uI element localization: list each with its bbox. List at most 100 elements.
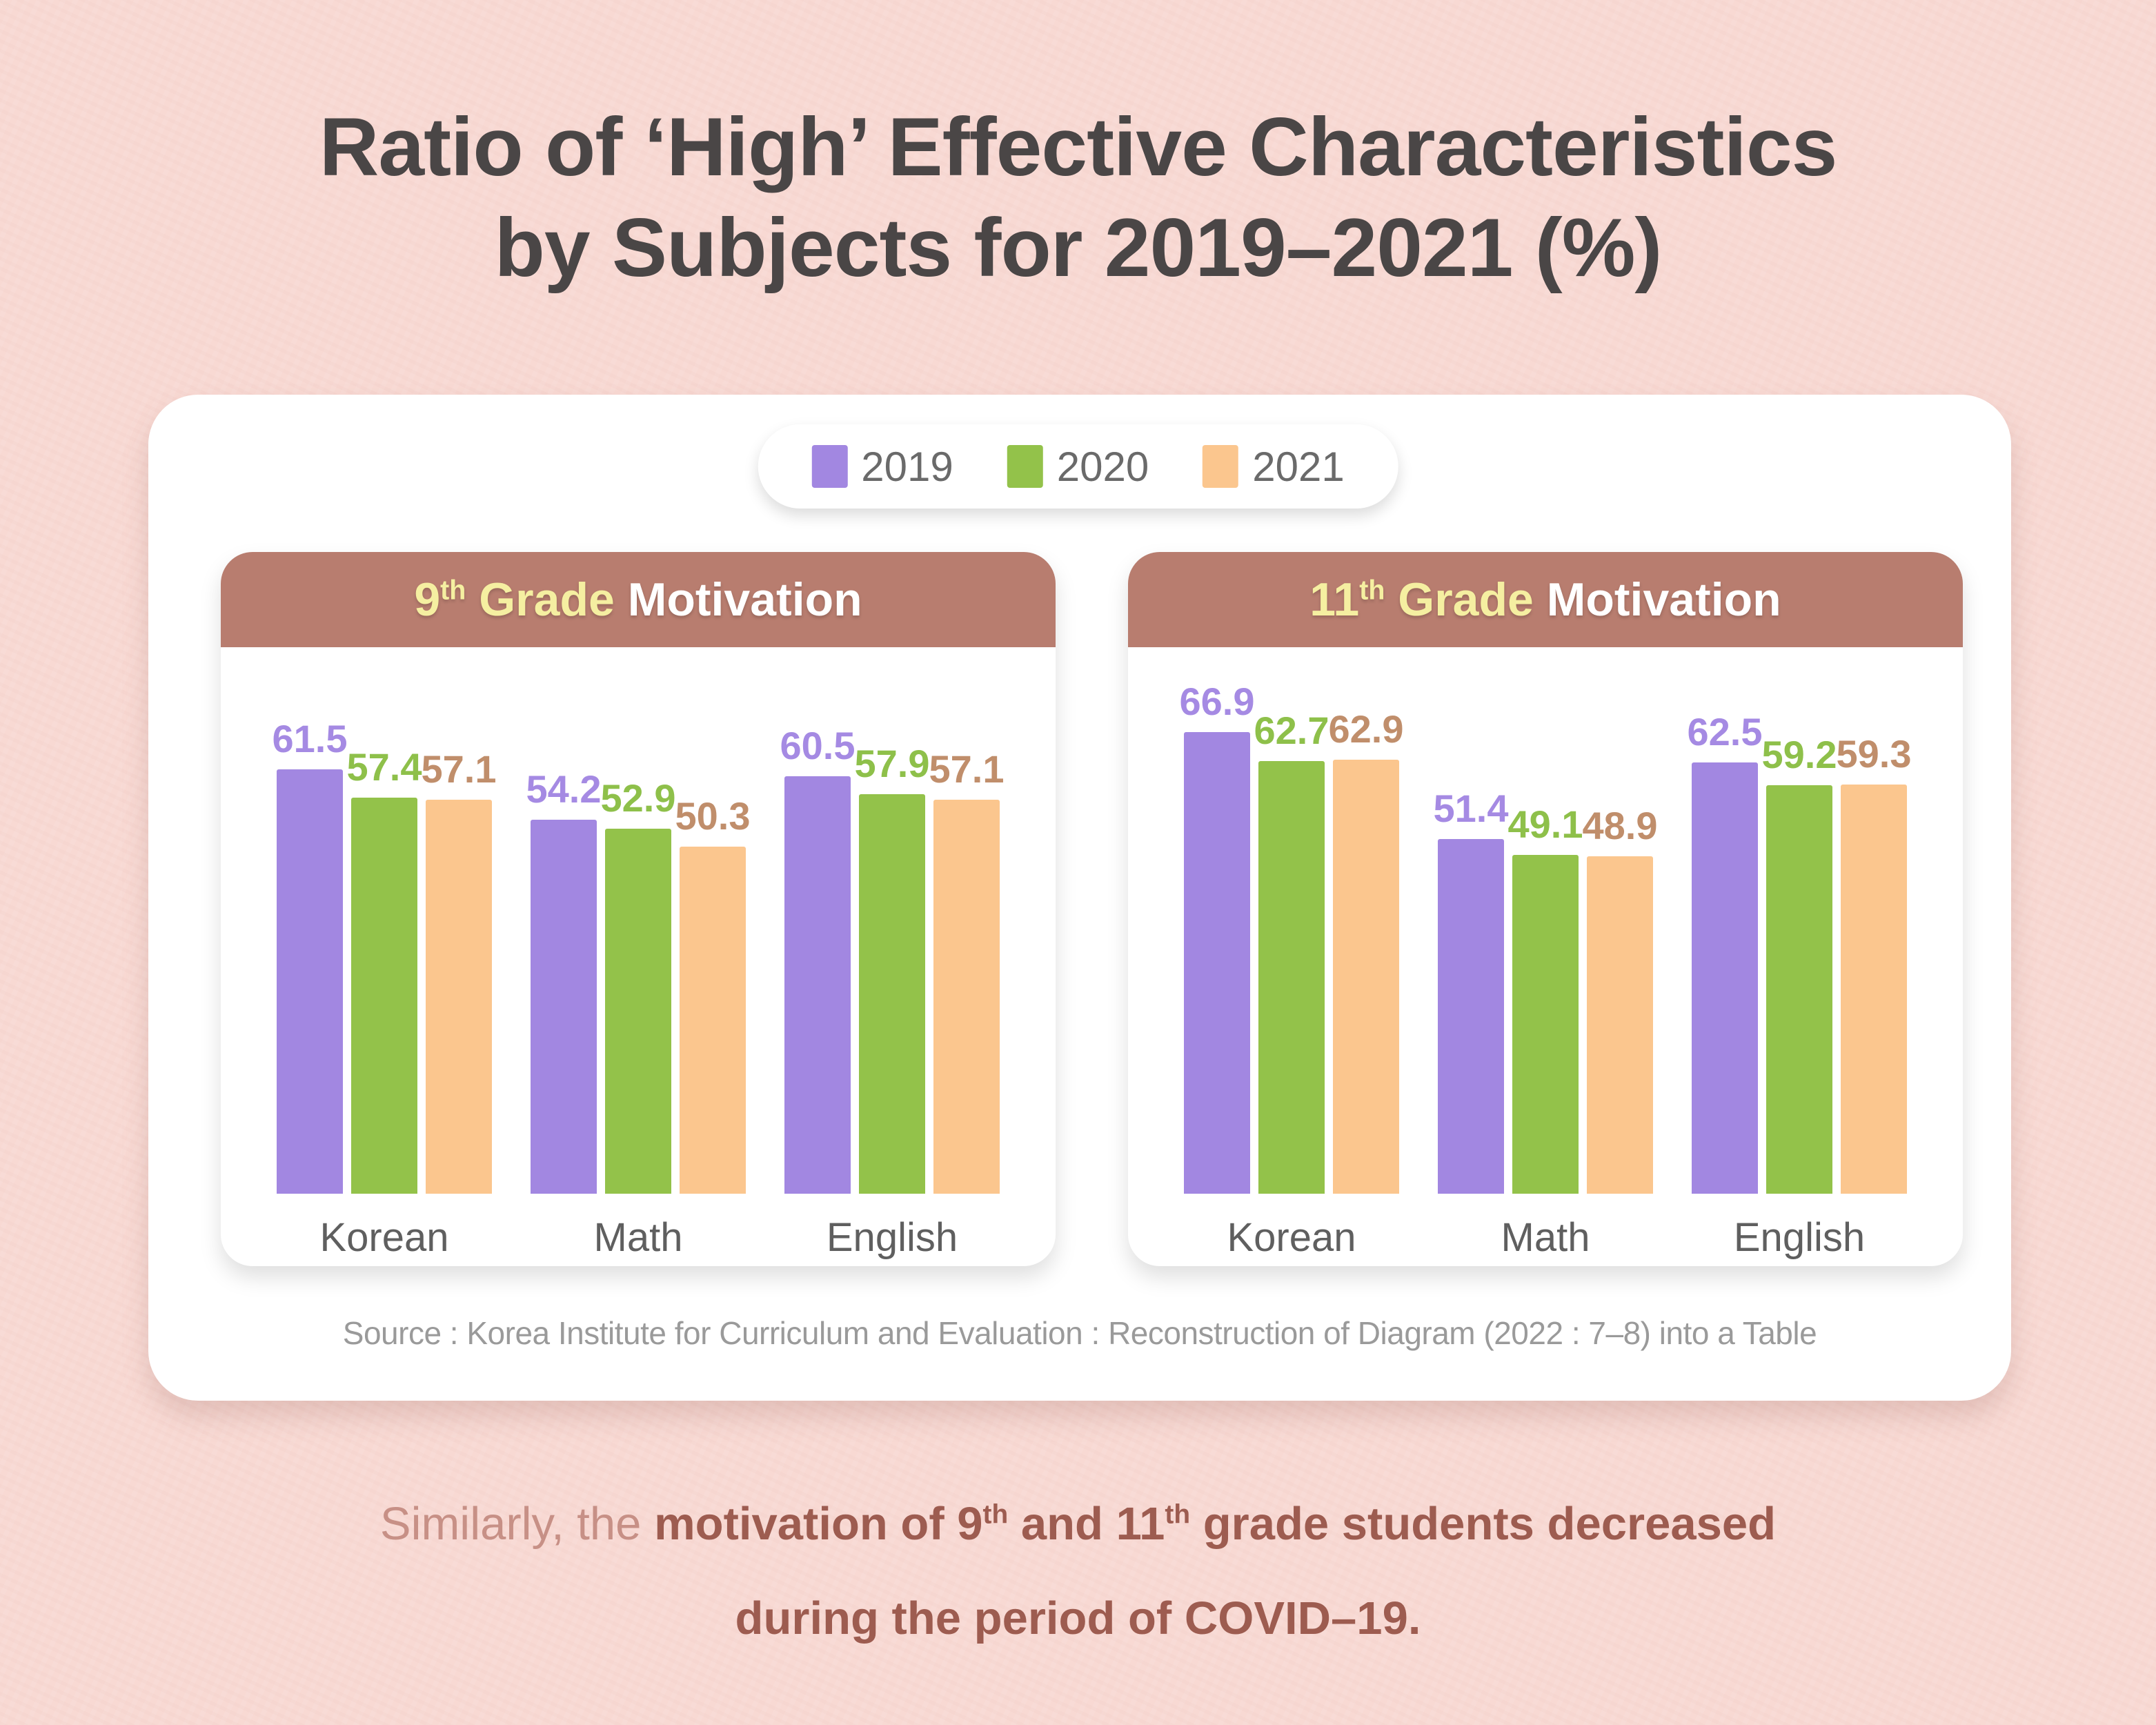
legend-swatch-2020 (1007, 445, 1043, 488)
bar-column: 66.9 (1180, 679, 1255, 1194)
value-label: 54.2 (526, 767, 602, 811)
bar-groups-9th: 61.5 57.4 57.1 Korean 54.2 52.9 50.3 Math 60.5 57… (221, 711, 1056, 1261)
bars-row: 62.5 59.2 59.3 (1688, 709, 1912, 1194)
legend-item-2019: 2019 (811, 443, 953, 491)
bar-column: 54.2 (526, 767, 602, 1194)
category-group: 62.5 59.2 59.3 English (1688, 709, 1912, 1261)
page-title-line1: Ratio of ‘High’ Effective Characteristic… (319, 101, 1838, 193)
category-label: English (826, 1215, 958, 1260)
chart-card-11th-grade: 11th Grade Motivation 66.9 62.7 62.9 Korean… (1128, 552, 1963, 1266)
chart-title-grade-part: 9th Grade (414, 573, 615, 626)
bars-row: 54.2 52.9 50.3 (526, 711, 751, 1194)
value-label: 48.9 (1582, 804, 1658, 847)
value-label: 57.1 (929, 747, 1005, 791)
bar-2020 (1258, 761, 1325, 1194)
bar-2020 (605, 829, 671, 1194)
value-label: 60.5 (780, 724, 856, 767)
bar-2019 (1692, 762, 1758, 1194)
category-label: Korean (319, 1215, 449, 1260)
page-title-line2: by Subjects for 2019–2021 (%) (494, 201, 1663, 295)
bar-column: 61.5 (273, 716, 348, 1194)
legend-item-2020: 2020 (1007, 443, 1149, 491)
bar-2021 (1841, 785, 1907, 1194)
bar-2021 (1587, 856, 1653, 1194)
chart-card-9th-grade: 9th Grade Motivation 61.5 57.4 57.1 Korean 5… (221, 552, 1056, 1266)
bars-row: 60.5 57.9 57.1 (780, 711, 1005, 1194)
category-group: 54.2 52.9 50.3 Math (526, 711, 751, 1261)
value-label: 59.2 (1761, 733, 1837, 776)
value-label: 62.7 (1254, 709, 1329, 752)
category-group: 61.5 57.4 57.1 Korean (273, 711, 497, 1261)
chart-title-9th-grade: 9th Grade Motivation (221, 552, 1056, 647)
value-label: 62.5 (1687, 710, 1763, 753)
legend-label: 2019 (861, 443, 953, 490)
value-label: 61.5 (272, 717, 348, 760)
bars-row: 66.9 62.7 62.9 (1180, 680, 1404, 1194)
bar-column: 62.5 (1688, 709, 1763, 1194)
category-group: 66.9 62.7 62.9 Korean (1180, 680, 1404, 1261)
legend-label: 2020 (1056, 443, 1149, 490)
bar-2019 (1184, 732, 1250, 1194)
bar-2019 (784, 776, 851, 1194)
bar-2019 (277, 769, 343, 1194)
summary-line1: Similarly, the motivation of 9th and 11t… (379, 1498, 1777, 1550)
bar-column: 62.7 (1254, 708, 1329, 1194)
value-label: 59.3 (1836, 732, 1912, 776)
bar-column: 57.9 (855, 741, 930, 1194)
value-label: 51.4 (1433, 787, 1509, 830)
value-label: 50.3 (675, 794, 751, 838)
bar-2020 (351, 798, 417, 1194)
legend-swatch-2019 (811, 445, 848, 488)
category-label: Math (1501, 1215, 1590, 1260)
value-label: 66.9 (1179, 680, 1255, 723)
source-note: Source : Korea Institute for Curriculum … (342, 1315, 1817, 1351)
chart-title-grade-part: 11th Grade (1309, 573, 1534, 626)
bar-groups-11th: 66.9 62.7 62.9 Korean 51.4 49.1 48.9 Math 62.5 59… (1128, 680, 1963, 1261)
bar-column: 52.9 (601, 776, 676, 1194)
bar-column: 57.1 (422, 747, 497, 1194)
bar-column: 57.4 (347, 745, 422, 1194)
chart-title-word: Motivation (614, 573, 862, 626)
bar-2019 (531, 820, 597, 1194)
page-title: Ratio of ‘High’ Effective Characteristic… (0, 97, 2156, 299)
category-label: English (1733, 1215, 1866, 1260)
bars-row: 61.5 57.4 57.1 (273, 711, 497, 1194)
summary-text: Similarly, the motivation of 9th and 11t… (0, 1477, 2156, 1666)
value-label: 57.1 (421, 747, 497, 791)
bar-column: 57.1 (929, 747, 1005, 1194)
legend-item-2021: 2021 (1203, 443, 1345, 491)
bar-column: 62.9 (1329, 707, 1404, 1194)
bar-2020 (1512, 855, 1579, 1194)
bar-2019 (1438, 839, 1504, 1194)
value-label: 57.4 (346, 745, 422, 789)
legend-label: 2021 (1252, 443, 1345, 490)
category-label: Korean (1227, 1215, 1356, 1260)
bar-column: 50.3 (675, 793, 751, 1194)
bar-2020 (1766, 785, 1832, 1194)
value-label: 62.9 (1328, 707, 1404, 751)
chart-title-word: Motivation (1533, 573, 1781, 626)
category-group: 60.5 57.9 57.1 English (780, 711, 1005, 1261)
legend-swatch-2021 (1203, 445, 1239, 488)
bar-column: 51.4 (1434, 786, 1509, 1194)
chart-plot-area-11th: 66.9 62.7 62.9 Korean 51.4 49.1 48.9 Math 62.5 59… (1128, 647, 1963, 1266)
category-group: 51.4 49.1 48.9 Math (1434, 711, 1658, 1261)
chart-plot-area-9th: 61.5 57.4 57.1 Korean 54.2 52.9 50.3 Math 60.5 57… (221, 647, 1056, 1266)
value-label: 52.9 (600, 776, 676, 820)
value-label: 57.9 (854, 742, 930, 785)
value-label: 49.1 (1507, 802, 1583, 846)
bar-2021 (1333, 760, 1399, 1194)
bar-2021 (680, 847, 746, 1194)
bar-column: 59.3 (1837, 731, 1912, 1194)
bars-row: 51.4 49.1 48.9 (1434, 711, 1658, 1194)
chart-title-11th-grade: 11th Grade Motivation (1128, 552, 1963, 647)
bar-2021 (933, 800, 1000, 1194)
legend: 2019 2020 2021 (758, 424, 1398, 509)
bar-column: 59.2 (1762, 732, 1837, 1194)
bar-2020 (859, 794, 925, 1194)
bar-column: 60.5 (780, 723, 856, 1194)
bar-2021 (426, 800, 492, 1194)
bar-column: 49.1 (1508, 802, 1583, 1194)
category-label: Math (593, 1215, 683, 1260)
